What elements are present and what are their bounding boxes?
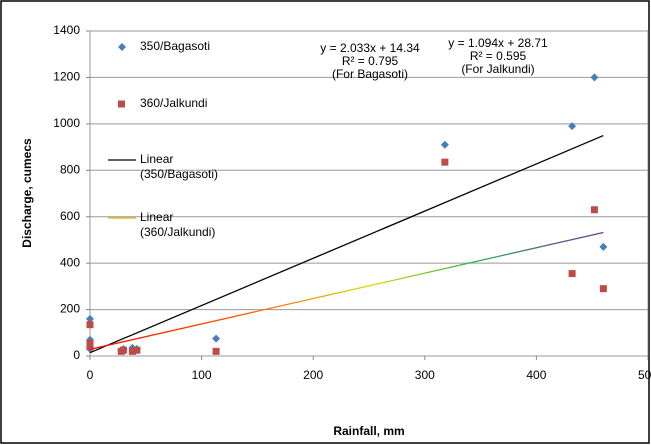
point [440, 140, 449, 149]
y-tick-label: 0 [73, 348, 80, 362]
annotation: y = 1.094x + 28.71 [448, 36, 548, 50]
x-tick-label: 300 [415, 368, 435, 382]
y-tick-label: 200 [60, 302, 80, 316]
x-tick-label: 200 [303, 368, 323, 382]
y-axis-label: Discharge, cumecs [20, 138, 34, 248]
trend-line [89, 231, 604, 350]
annotation: y = 2.033x + 14.34 [320, 41, 420, 55]
y-tick-label: 1400 [53, 23, 80, 37]
y-tick-label: 400 [60, 255, 80, 269]
point [86, 321, 94, 329]
point [599, 285, 607, 293]
annotation: R² = 0.795 [342, 54, 399, 68]
annotation: (For Jalkundi) [461, 62, 534, 76]
point [119, 346, 127, 354]
point [590, 73, 599, 82]
x-tick-label: 100 [192, 368, 212, 382]
x-axis-label: Rainfall, mm [333, 424, 404, 438]
annotation: (For Bagasoti) [332, 67, 408, 81]
point [590, 206, 598, 214]
point [568, 270, 576, 278]
y-tick-label: 1200 [53, 70, 80, 84]
y-tick-label: 800 [60, 162, 80, 176]
point [441, 158, 449, 166]
x-tick-label: 0 [87, 368, 94, 382]
x-tick-label: 500 [638, 368, 651, 382]
point [599, 242, 608, 251]
point [568, 122, 577, 131]
legend-symbol [118, 100, 125, 108]
point [212, 347, 220, 355]
x-tick-label: 400 [526, 368, 546, 382]
trend-line [89, 134, 604, 354]
point [128, 347, 136, 355]
y-tick-label: 600 [60, 209, 80, 223]
point [133, 346, 141, 354]
legend-symbol [118, 43, 126, 51]
legend-entry: Linear (350/Bagasoti) [140, 152, 219, 181]
annotation: R² = 0.595 [470, 49, 527, 63]
point [86, 343, 94, 351]
legend-entry: Linear (360/Jalkundi) [140, 210, 216, 239]
y-tick-label: 1000 [53, 116, 80, 130]
legend-entry: 350/Bagasoti [140, 39, 211, 53]
legend-entry: 360/Jalkundi [140, 96, 208, 110]
point [212, 334, 221, 343]
point [86, 314, 94, 323]
